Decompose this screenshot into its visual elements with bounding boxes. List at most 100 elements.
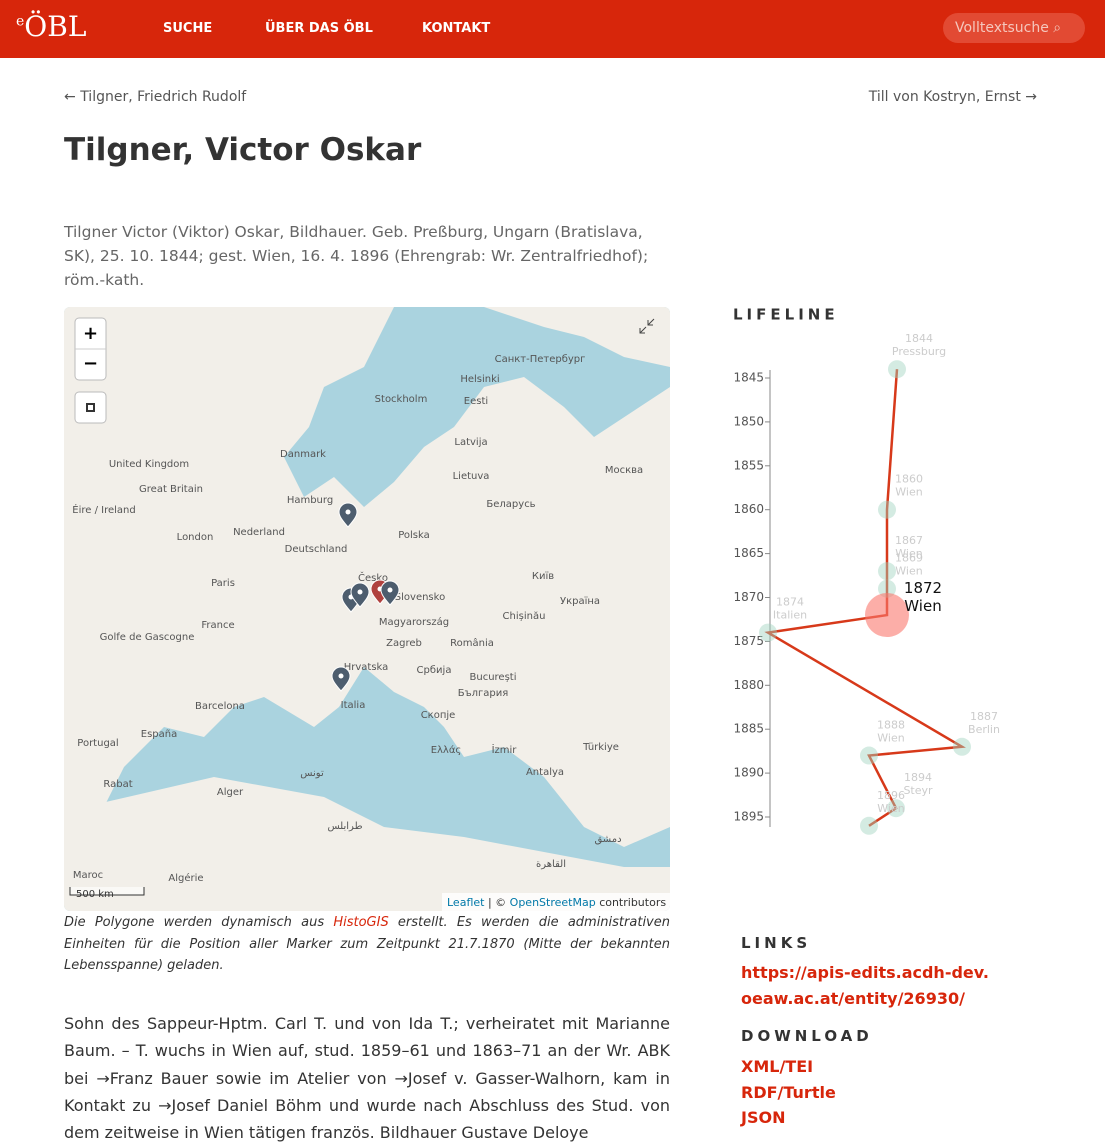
caption-text: erstellt. Es werden die administrativen … [64,915,670,973]
map-labels: Helsinki Санкт-Петербург Stockholm Eesti Lat… [72,354,643,884]
y-tick-label: 1850 [733,414,764,428]
event-year: 1867 [895,534,923,547]
map-label: Hamburg [287,495,333,506]
logo-mark: e [16,13,25,30]
map-label: Algérie [168,872,203,884]
event-year: 1894 [904,771,932,784]
map-label: Golfe de Gascogne [100,632,195,643]
attr-link[interactable]: Leaflet [447,896,485,909]
event-place: Berlin [968,723,1000,736]
map-marker [350,582,370,608]
next-text: Till von Kostryn, Ernst [868,89,1021,105]
map-label: Eesti [464,396,488,407]
markers [331,502,400,692]
map-label: España [141,729,177,740]
event-place: Wien [877,802,904,815]
map-label: Chișinău [503,611,546,622]
map-label: Lietuva [453,471,490,482]
fullscreen-button[interactable] [639,318,655,334]
event-point [878,579,896,598]
next-link[interactable]: Till von Kostryn, Ernst → [868,89,1037,105]
y-tick-label: 1880 [733,678,764,692]
map-label: Italia [341,700,366,711]
nav-item[interactable]: KONTAKT [422,21,491,36]
prev-link[interactable]: ← Tilgner, Friedrich Rudolf [64,89,247,105]
search-placeholder: Volltextsuche [955,20,1049,36]
event-place: Wien [904,597,941,615]
event-point [860,816,878,835]
map-label: İzmir [492,743,518,756]
map-label: Србија [417,664,452,676]
map-label: United Kingdom [109,459,189,470]
event-year: 1844 [905,332,933,345]
event-point [887,799,905,818]
lifeline-title: LIFELINE [733,306,839,324]
map-label: Danmark [280,449,326,460]
nav-item[interactable]: SUCHE [163,21,213,36]
map-label: Alger [217,787,244,798]
map-label: Éire / Ireland [72,503,135,516]
lifeline-path [764,369,966,827]
download-link[interactable]: XML/TEI [741,1057,814,1076]
map-label: Maroc [73,870,103,881]
download-title: DOWNLOAD [741,1027,873,1045]
map-caption: Die Polygone werden dynamisch aus HistoG… [64,912,670,977]
event-point [865,593,909,638]
event-year: 1869 [895,552,923,565]
scale-label: 500 km [76,889,114,900]
logo[interactable]: eÖBL [16,10,86,43]
map-marker [380,580,400,606]
map-label: Polska [398,530,430,541]
draw-icon [86,403,95,412]
map-label: București [470,672,517,683]
y-tick-label: 1875 [733,634,764,648]
download-link[interactable]: JSON [741,1108,786,1127]
logo-text: ÖBL [24,10,87,43]
y-tick-label: 1895 [733,810,764,824]
land [64,427,670,911]
download-link[interactable]: RDF/Turtle [741,1082,836,1102]
map-label: Portugal [77,738,118,749]
event-place: Italien [773,609,807,622]
map-label: القاهرة [536,859,566,870]
prev-text: Tilgner, Friedrich Rudolf [80,89,247,105]
event-year: 1888 [877,719,905,732]
scale-bar [69,887,145,896]
y-tick-label: 1860 [733,502,764,516]
event-place: Wien [895,547,922,560]
map-label: Санкт-Петербург [495,354,586,365]
attr-link[interactable]: OpenStreetMap [510,896,596,909]
map-label: France [201,620,234,631]
map-marker [338,502,358,528]
attr-text: | © [488,896,506,909]
map-label: Rabat [103,779,132,790]
map-label: دمشق [594,834,621,845]
links-title: LINKS [741,934,812,952]
search-input[interactable]: Volltextsuche ⌕ [943,13,1085,43]
marker-dot [338,673,344,679]
map-label: Zagreb [386,638,422,649]
map-label: Москва [605,465,643,476]
map-marker [331,666,351,692]
attribution: Leaflet | © OpenStreetMap contributors [447,896,666,909]
y-tick-label: 1845 [733,371,764,385]
map-label: Antalya [526,767,564,778]
zoom-out[interactable]: − [83,353,98,374]
map-label: Скопје [421,709,456,721]
event-point [759,623,777,642]
map-label: طرابلس [327,821,362,832]
map-label: Київ [532,571,554,582]
attr-text: contributors [599,896,666,909]
nav-item[interactable]: ÜBER DAS ÖBL [265,21,373,36]
y-tick-label: 1865 [733,546,764,560]
map[interactable]: Helsinki Санкт-Петербург Stockholm Eesti Lat… [64,307,670,911]
page-title: Tilgner, Victor Oskar [64,132,422,168]
caption-link[interactable]: HistoGIS [333,915,389,930]
map-label: Paris [211,578,235,589]
map-label: Magyarország [379,616,449,628]
intro: Tilgner Victor (Viktor) Oskar, Bildhauer… [64,223,649,289]
draw-button[interactable] [74,391,107,424]
zoom-in[interactable]: + [83,323,98,344]
entity-link[interactable]: https://apis-edits.acdh-dev.oeaw.ac.at/e… [741,963,989,1008]
